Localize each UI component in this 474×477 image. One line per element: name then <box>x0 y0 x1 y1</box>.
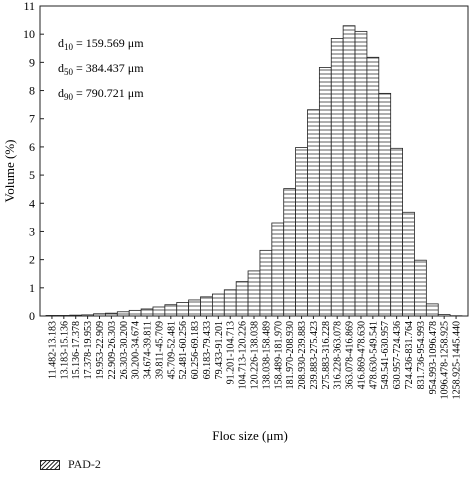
legend-swatch <box>40 459 60 470</box>
x-tick-label: 69.183-79.433 <box>202 321 213 379</box>
x-tick-label: 549.541-630.957 <box>380 321 391 389</box>
y-tick-label: 2 <box>29 253 35 267</box>
bar <box>152 306 166 317</box>
bar <box>390 147 403 317</box>
bar <box>283 188 296 317</box>
y-tick-label: 6 <box>29 140 35 154</box>
bar <box>128 309 142 317</box>
x-tick-label: 39.811-45.709 <box>154 321 165 379</box>
bar <box>116 311 130 317</box>
x-tick-label: 316.228-363.078 <box>333 321 344 389</box>
y-tick-label: 5 <box>29 168 35 182</box>
x-tick-label: 478.630-549.541 <box>368 321 379 389</box>
x-tick-label: 181.970-208.930 <box>285 321 296 389</box>
bar <box>271 222 285 317</box>
x-tick-label: 630.957-724.436 <box>392 321 403 389</box>
x-tick-label: 19.953-22.909 <box>95 321 106 379</box>
y-tick-label: 4 <box>29 196 35 210</box>
x-tick-label: 52.481-60.256 <box>178 321 189 379</box>
x-tick-label: 22.909-26.303 <box>107 321 118 379</box>
bar <box>223 289 237 317</box>
x-tick-label: 275.883-316.228 <box>321 321 332 389</box>
x-tick-label: 954.993-1096.478 <box>428 321 439 394</box>
axes <box>39 5 469 319</box>
bars <box>45 25 463 317</box>
bar <box>259 249 273 317</box>
x-axis-label: Floc size (μm) <box>212 428 288 443</box>
y-axis-label: Volume (%) <box>2 140 17 203</box>
x-tick-label: 15.136-17.378 <box>71 321 82 379</box>
bar <box>402 211 415 317</box>
stat-annotation: d90 = 790.721 μm <box>58 86 144 102</box>
bar <box>425 303 439 317</box>
bar <box>366 56 380 317</box>
y-tick-label: 0 <box>29 309 35 323</box>
bar <box>164 304 178 317</box>
x-tick-label: 34.674-39.811 <box>143 321 154 379</box>
bar <box>176 302 190 317</box>
y-tick-label: 8 <box>29 84 35 98</box>
x-tick-label: 13.183-15.136 <box>59 321 70 379</box>
x-tick-label: 45.709-52.481 <box>166 321 177 379</box>
stat-annotation: d50 = 384.437 μm <box>58 61 144 77</box>
x-tick-label: 1258.925-1445.440 <box>452 321 463 399</box>
x-tick-label: 120.226-138.038 <box>250 321 261 389</box>
x-tick-label: 1096.478-1258.925 <box>440 321 451 399</box>
bar <box>414 259 427 317</box>
bar <box>307 109 320 317</box>
x-tick-label: 724.436-831.764 <box>404 321 415 389</box>
bar <box>342 25 356 317</box>
bar <box>140 308 154 317</box>
x-tick-label: 79.433-91.201 <box>214 321 225 379</box>
bar <box>211 293 225 317</box>
x-tick-label: 208.930-239.883 <box>297 321 308 389</box>
bar <box>295 147 308 317</box>
bar <box>378 92 392 317</box>
x-tick-label: 158.489-181.970 <box>273 321 284 389</box>
x-tick-label: 831.736-954.993 <box>416 321 427 389</box>
y-tick-label: 9 <box>29 55 35 69</box>
bar <box>330 38 344 317</box>
x-tick-label: 104.713-120.226 <box>238 321 249 389</box>
bar <box>200 296 213 317</box>
y-tick-label: 7 <box>29 112 35 126</box>
bar <box>318 67 332 317</box>
legend-label: PAD-2 <box>68 457 101 471</box>
x-tick-label: 26.303-30.200 <box>119 321 130 379</box>
bar <box>188 299 201 317</box>
x-tick-label: 60.256-69.183 <box>190 321 201 379</box>
y-tick-label: 1 <box>29 281 35 295</box>
bar <box>235 281 249 317</box>
legend: PAD-2 <box>40 457 101 472</box>
x-tick-label: 91.201-104.713 <box>226 321 237 384</box>
stat-annotation: d10 = 159.569 μm <box>58 36 144 52</box>
x-tick-label: 416.869-478.630 <box>356 321 367 389</box>
x-tick-label: 138.038-158.489 <box>261 321 272 389</box>
x-tick-label: 363.078-416.869 <box>345 321 356 389</box>
x-tick-label: 239.883-275.423 <box>309 321 320 389</box>
bar <box>247 270 261 317</box>
x-tick-label: 11.482-13.183 <box>47 321 58 379</box>
y-tick-label: 11 <box>23 0 35 13</box>
bar <box>354 30 368 317</box>
x-tick-label: 30.200-34.674 <box>131 321 142 379</box>
y-tick-label: 10 <box>23 27 35 41</box>
y-tick-label: 3 <box>29 224 35 238</box>
x-tick-label: 17.378-19.953 <box>83 321 94 379</box>
